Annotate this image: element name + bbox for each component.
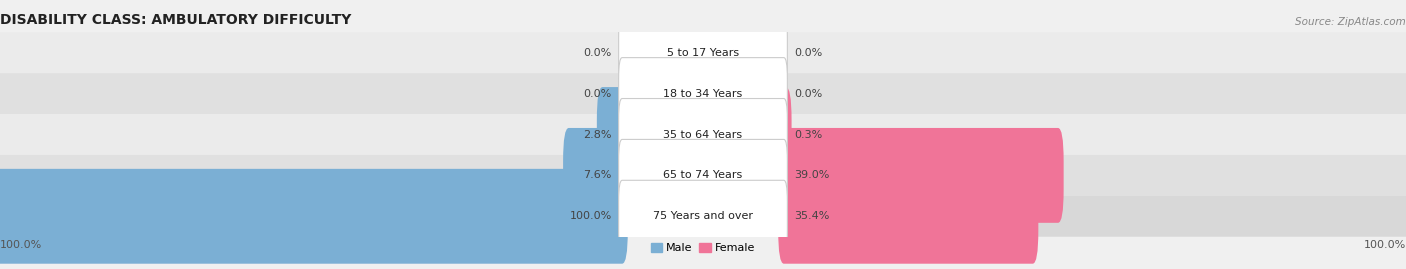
Text: 18 to 34 Years: 18 to 34 Years xyxy=(664,89,742,99)
FancyBboxPatch shape xyxy=(619,17,787,89)
Text: 0.0%: 0.0% xyxy=(794,48,823,58)
Text: 35.4%: 35.4% xyxy=(794,211,830,221)
FancyBboxPatch shape xyxy=(619,98,787,171)
FancyBboxPatch shape xyxy=(619,180,787,252)
Text: Source: ZipAtlas.com: Source: ZipAtlas.com xyxy=(1295,17,1406,27)
FancyBboxPatch shape xyxy=(0,169,627,264)
Text: 100.0%: 100.0% xyxy=(569,211,612,221)
Text: 75 Years and over: 75 Years and over xyxy=(652,211,754,221)
Text: 100.0%: 100.0% xyxy=(1364,240,1406,250)
FancyBboxPatch shape xyxy=(779,87,792,182)
FancyBboxPatch shape xyxy=(562,128,627,223)
Legend: Male, Female: Male, Female xyxy=(647,239,759,258)
FancyBboxPatch shape xyxy=(0,73,1406,114)
Text: 0.3%: 0.3% xyxy=(794,129,823,140)
Text: 100.0%: 100.0% xyxy=(0,240,42,250)
Text: 0.0%: 0.0% xyxy=(794,89,823,99)
FancyBboxPatch shape xyxy=(0,196,1406,237)
FancyBboxPatch shape xyxy=(0,114,1406,155)
Text: 65 to 74 Years: 65 to 74 Years xyxy=(664,170,742,180)
FancyBboxPatch shape xyxy=(0,32,1406,73)
Text: 5 to 17 Years: 5 to 17 Years xyxy=(666,48,740,58)
Text: DISABILITY CLASS: AMBULATORY DIFFICULTY: DISABILITY CLASS: AMBULATORY DIFFICULTY xyxy=(0,13,352,27)
Text: 0.0%: 0.0% xyxy=(583,48,612,58)
Text: 7.6%: 7.6% xyxy=(583,170,612,180)
Text: 39.0%: 39.0% xyxy=(794,170,830,180)
FancyBboxPatch shape xyxy=(779,128,1064,223)
Text: 35 to 64 Years: 35 to 64 Years xyxy=(664,129,742,140)
Text: 0.0%: 0.0% xyxy=(583,89,612,99)
FancyBboxPatch shape xyxy=(619,58,787,130)
FancyBboxPatch shape xyxy=(0,155,1406,196)
FancyBboxPatch shape xyxy=(779,169,1039,264)
FancyBboxPatch shape xyxy=(619,139,787,211)
FancyBboxPatch shape xyxy=(596,87,627,182)
Text: 2.8%: 2.8% xyxy=(583,129,612,140)
